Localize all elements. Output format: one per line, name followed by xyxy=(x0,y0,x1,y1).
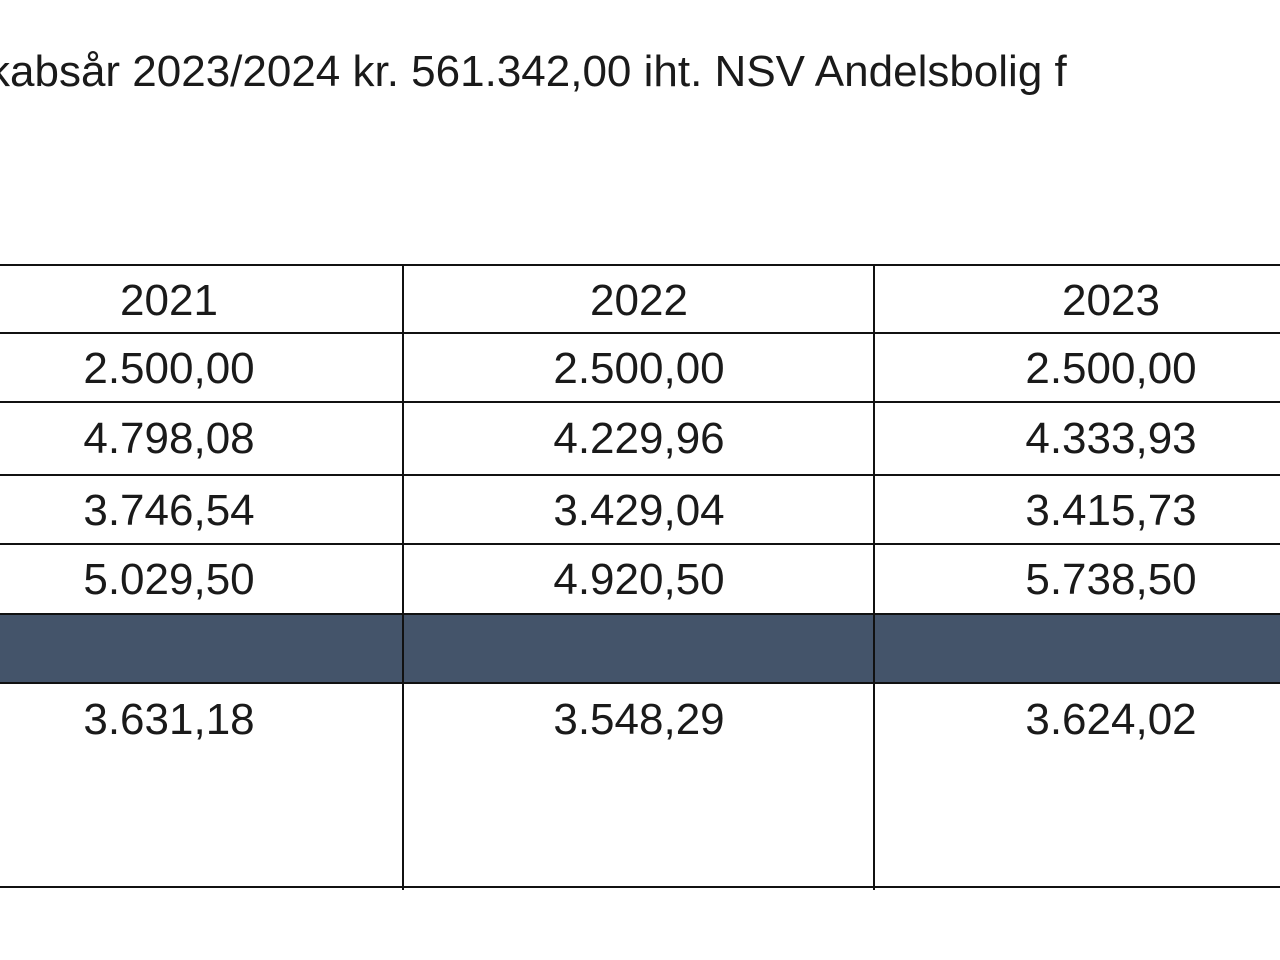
table-cell: 2.500,00 xyxy=(1025,344,1197,393)
table-cell: 2.500,00 xyxy=(553,344,725,393)
table-rule-top xyxy=(0,264,1280,266)
table-cell: 5.029,50 xyxy=(83,555,255,604)
document-heading: kabsår 2023/2024 kr. 561.342,00 iht. NSV… xyxy=(0,42,1280,102)
table-cell: 5.738,50 xyxy=(1025,555,1197,604)
table-rule-bottom xyxy=(0,886,1280,888)
table-cell: 3.548,29 xyxy=(553,695,725,744)
table-cell: 3.415,73 xyxy=(1025,486,1197,535)
table-rule xyxy=(0,682,1280,684)
table-cell: 3.631,18 xyxy=(83,695,255,744)
table-cell: 4.333,93 xyxy=(1025,414,1197,463)
table-column-divider xyxy=(873,264,875,890)
table-cell: 3.429,04 xyxy=(553,486,725,535)
table-cell: 4.229,96 xyxy=(553,414,725,463)
table-cell: 4.798,08 xyxy=(83,414,255,463)
table-rule xyxy=(0,332,1280,334)
header-cell-2022: 2022 xyxy=(590,276,688,325)
section-band-row xyxy=(0,615,1280,684)
table-cell: 2.500,00 xyxy=(83,344,255,393)
header-cell-2021: 2021 xyxy=(120,276,218,325)
table-column-divider xyxy=(402,264,404,890)
table-cell: 3.624,02 xyxy=(1025,695,1197,744)
table-rule xyxy=(0,613,1280,615)
table-cell: 3.746,54 xyxy=(83,486,255,535)
table-cell: 4.920,50 xyxy=(553,555,725,604)
table-rule xyxy=(0,543,1280,545)
header-cell-2023: 2023 xyxy=(1062,276,1160,325)
heading-text: kabsår 2023/2024 kr. 561.342,00 iht. NSV… xyxy=(0,47,1067,96)
table-rule xyxy=(0,474,1280,476)
table-rule xyxy=(0,401,1280,403)
values-table: 2021 2022 2023 2.500,00 2.500,00 2.500,0… xyxy=(0,264,1280,890)
